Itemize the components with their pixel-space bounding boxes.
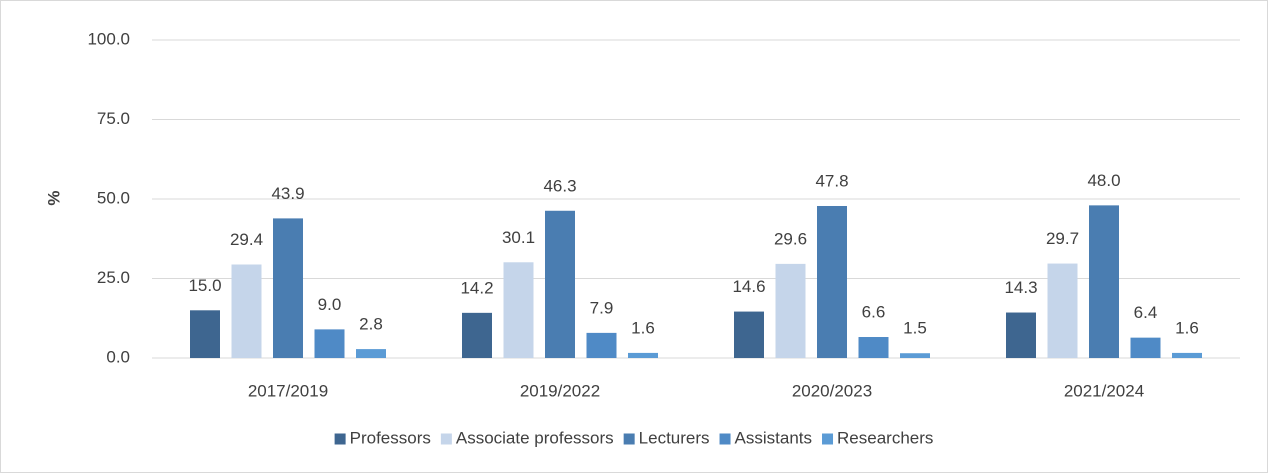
bar — [858, 337, 889, 358]
bar — [1089, 205, 1119, 358]
y-tick-label: 0.0 — [106, 347, 130, 366]
legend-item: Associate professors — [440, 428, 614, 447]
y-axis-label: % — [44, 190, 63, 205]
data-label: 15.0 — [188, 276, 221, 295]
bar — [273, 218, 303, 358]
legend-swatch — [719, 433, 731, 445]
data-label: 46.3 — [543, 176, 576, 195]
data-label: 43.9 — [271, 184, 304, 203]
bar — [734, 311, 764, 358]
legend-label: Associate professors — [456, 428, 614, 447]
bar — [900, 353, 930, 358]
data-label: 9.0 — [318, 295, 342, 314]
data-label: 14.2 — [460, 278, 493, 297]
data-label: 29.4 — [230, 230, 263, 249]
bar — [628, 352, 658, 358]
bar — [1047, 263, 1078, 358]
data-label: 1.6 — [1175, 318, 1199, 337]
legend-label: Lecturers — [639, 428, 710, 447]
bar — [545, 210, 575, 358]
legend-swatch — [440, 433, 452, 445]
bar — [1006, 312, 1036, 358]
bar — [503, 262, 534, 358]
y-tick-label: 75.0 — [97, 109, 130, 128]
legend-label: Researchers — [837, 428, 933, 447]
data-label: 7.9 — [590, 298, 614, 317]
bar — [462, 312, 492, 358]
legend-item: Professors — [334, 428, 431, 447]
data-label: 29.7 — [1046, 229, 1079, 248]
legend-swatch — [822, 433, 834, 445]
x-tick-label: 2021/2024 — [1064, 381, 1144, 400]
data-label: 1.5 — [903, 319, 927, 338]
data-label: 48.0 — [1087, 171, 1120, 190]
legend-swatch — [623, 433, 635, 445]
legend-label: Professors — [350, 428, 431, 447]
bar — [1172, 352, 1202, 358]
legend-item: Researchers — [822, 428, 933, 447]
bar — [356, 349, 386, 358]
y-tick-label: 25.0 — [97, 268, 130, 287]
data-label: 6.6 — [862, 302, 886, 321]
bar — [775, 263, 806, 358]
data-label: 14.6 — [732, 277, 765, 296]
bar — [314, 329, 345, 358]
data-label: 6.4 — [1134, 303, 1158, 322]
data-label: 30.1 — [502, 228, 535, 247]
legend-item: Lecturers — [623, 428, 710, 447]
x-tick-label: 2020/2023 — [792, 381, 872, 400]
legend-item: Assistants — [719, 428, 812, 447]
data-label: 1.6 — [631, 318, 655, 337]
data-label: 47.8 — [815, 171, 848, 190]
bar — [190, 310, 220, 358]
legend-swatch — [334, 433, 346, 445]
x-tick-label: 2017/2019 — [248, 381, 328, 400]
bar — [817, 205, 847, 358]
bar — [1130, 337, 1161, 358]
data-label: 2.8 — [359, 315, 383, 334]
legend-label: Assistants — [735, 428, 812, 447]
y-tick-label: 50.0 — [97, 188, 130, 207]
bar — [586, 332, 617, 358]
data-label: 29.6 — [774, 229, 807, 248]
y-tick-label: 100.0 — [87, 29, 130, 48]
bar — [231, 264, 262, 358]
data-label: 14.3 — [1004, 278, 1037, 297]
x-tick-label: 2019/2022 — [520, 381, 600, 400]
